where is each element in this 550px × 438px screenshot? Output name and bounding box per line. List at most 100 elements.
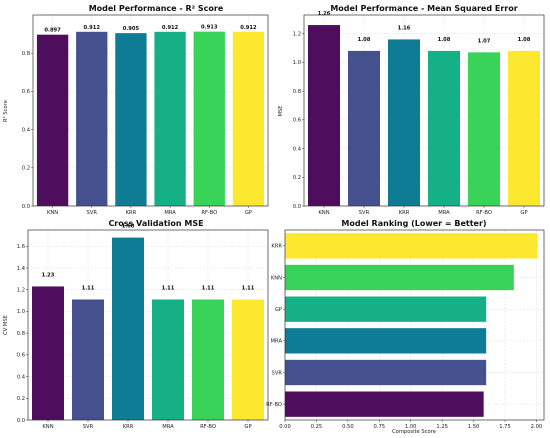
x-tick-label: MRA — [438, 210, 450, 216]
bar-value-label: 1.08 — [358, 37, 371, 43]
y-tick-label: 1.2 — [293, 31, 301, 37]
y-tick-label: 0.0 — [22, 204, 30, 210]
bar-gp — [508, 50, 540, 207]
y-tick-label: 1.6 — [17, 244, 25, 250]
y-tick-label: 0.8 — [17, 331, 25, 337]
bar-value-label: 1.11 — [202, 285, 215, 291]
x-tick-label: MRA — [164, 210, 176, 216]
y-tick-label: 0.0 — [17, 418, 25, 424]
y-tick-label: GP — [275, 307, 282, 313]
x-tick-label: 1.50 — [468, 424, 480, 430]
mse-plot-area: 0.0 0.2 0.4 0.6 0.8 1.0 1.2 1.26 KNN 1.08 SVR 1.16 K… — [293, 11, 545, 216]
x-tick-label: KNN — [318, 210, 329, 216]
x-tick-label: MRA — [162, 424, 174, 430]
bar-value-label: 1.08 — [518, 37, 531, 43]
bar-krr — [388, 39, 420, 207]
y-tick-label: 0.2 — [293, 175, 301, 181]
ranking-chart-title: Model Ranking (Lower = Better) — [341, 219, 486, 228]
bar-krr — [112, 237, 144, 420]
x-tick-label: RF-BO — [200, 424, 216, 430]
x-tick-label: SVR — [87, 210, 98, 216]
ranking-bar-gp — [285, 296, 487, 322]
ranking-bar-rf-bo — [285, 391, 484, 417]
y-tick-label: RF-BO — [266, 402, 282, 408]
x-tick-label: 0.75 — [374, 424, 386, 430]
bar-rf-bo — [192, 299, 224, 420]
bar-value-label: 1.23 — [42, 272, 55, 278]
bar-value-label: 1.16 — [398, 25, 411, 31]
bar-gp — [232, 31, 265, 207]
x-tick-label: RF-BO — [476, 210, 492, 216]
bar-value-label: 0.912 — [162, 25, 179, 31]
bar-mra — [154, 31, 186, 207]
panel-r2-score: Model Performance - R² Score R² Score 0.… — [3, 4, 269, 216]
plot-frame — [32, 14, 269, 207]
r2-y-axis-label: R² Score — [3, 100, 9, 122]
x-tick-label: 0.25 — [311, 424, 323, 430]
y-tick-label: 1.0 — [17, 309, 25, 315]
x-tick-label: KNN — [47, 210, 58, 216]
x-tick-label: SVR — [83, 424, 94, 430]
bar-svr — [72, 299, 104, 420]
y-tick-label: 0.2 — [22, 166, 30, 172]
x-tick-label: 1.00 — [405, 424, 417, 430]
bar-svr — [76, 31, 108, 207]
bar-knn — [36, 34, 69, 206]
x-tick-label: 0.50 — [342, 424, 354, 430]
panel-cv-mse: Cross Validation MSE CV MSE 0.0 0.2 0.4 0.6… — [3, 219, 269, 430]
x-tick-label: RF-BO — [201, 210, 217, 216]
ranking-x-axis-label: Composite Score — [392, 429, 436, 435]
y-tick-label: 0.6 — [293, 118, 301, 124]
x-tick-label: 2.00 — [531, 424, 543, 430]
x-tick-label: KRR — [126, 210, 137, 216]
y-tick-label: 0.4 — [22, 127, 31, 133]
bar-gp — [232, 299, 264, 420]
ranking-bar-knn — [285, 264, 514, 291]
plot-frame — [284, 229, 545, 421]
cv-mse-chart-title: Cross Validation MSE — [108, 219, 203, 228]
x-tick-label: KNN — [42, 424, 53, 430]
y-tick-label: 0.6 — [22, 89, 30, 95]
bar-svr — [348, 50, 380, 207]
y-tick-label: KNN — [271, 275, 282, 281]
x-tick-label: GP — [520, 210, 527, 216]
bar-krr — [115, 33, 147, 206]
y-tick-label: 0.8 — [293, 89, 301, 95]
x-tick-label: 0.00 — [279, 424, 291, 430]
y-tick-label: 1.0 — [293, 60, 301, 66]
ranking-plot-area: 0.00 0.25 0.50 0.75 1.00 1.25 1.50 1.75 2.00 RF-B… — [266, 229, 545, 430]
bar-mra — [428, 50, 460, 207]
x-tick-label: KRR — [123, 424, 134, 430]
bar-value-label: 1.11 — [162, 285, 175, 291]
bar-knn — [32, 286, 64, 420]
x-tick-label: GP — [244, 424, 251, 430]
x-tick-label: GP — [245, 210, 252, 216]
y-tick-label: 0.2 — [17, 396, 25, 402]
y-tick-label: KRR — [271, 244, 282, 250]
ranking-bar-svr — [285, 359, 487, 386]
y-tick-label: 1.2 — [17, 288, 25, 294]
cv-mse-plot-area: 0.0 0.2 0.4 0.6 0.8 1.0 1.2 1.4 1.6 1.23 KNN 1.11 SV… — [17, 224, 269, 430]
bar-value-label: 0.913 — [201, 25, 218, 31]
bar-value-label: 0.912 — [84, 25, 101, 31]
panel-mse: Model Performance - Mean Squared Error M… — [278, 4, 545, 216]
r2-chart-title: Model Performance - R² Score — [89, 4, 224, 13]
x-tick-label: KRR — [399, 210, 410, 216]
bar-value-label: 1.11 — [242, 285, 255, 291]
bar-value-label: 1.08 — [438, 37, 451, 43]
bar-value-label: 1.07 — [478, 38, 491, 44]
y-tick-label: 1.4 — [17, 266, 26, 272]
plot-frame — [27, 229, 269, 421]
panel-model-ranking: Model Ranking (Lower = Better) Composite… — [266, 219, 545, 435]
y-tick-label: 0.6 — [17, 353, 25, 359]
mse-y-axis-label: MSE — [278, 105, 284, 116]
ranking-bar-krr — [285, 233, 538, 259]
y-tick-label: 0.0 — [293, 204, 301, 210]
r2-plot-area: 0.0 0.2 0.4 0.6 0.8 0.897 KNN 0.912 SVR 0.905 KRR 0… — [22, 14, 269, 216]
mse-chart-title: Model Performance - Mean Squared Error — [330, 4, 517, 13]
y-tick-label: MRA — [271, 339, 283, 345]
plot-frame — [303, 14, 545, 207]
y-tick-label: 0.4 — [17, 374, 26, 380]
x-tick-label: 1.75 — [499, 424, 511, 430]
